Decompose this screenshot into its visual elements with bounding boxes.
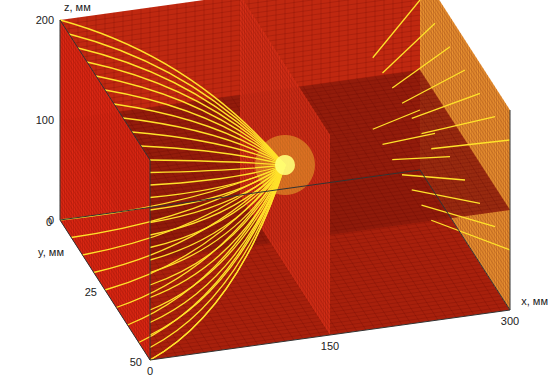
- svg-text:0: 0: [46, 216, 52, 228]
- svg-text:z, мм: z, мм: [64, 1, 91, 13]
- svg-text:150: 150: [321, 340, 339, 352]
- svg-text:25: 25: [85, 286, 97, 298]
- svg-text:50: 50: [130, 356, 142, 368]
- svg-text:100: 100: [36, 114, 54, 126]
- svg-text:y, мм: y, мм: [38, 246, 64, 258]
- svg-text:0: 0: [147, 365, 153, 377]
- svg-text:300: 300: [501, 315, 519, 327]
- svg-text:200: 200: [36, 14, 54, 26]
- svg-text:x, мм: x, мм: [521, 295, 548, 307]
